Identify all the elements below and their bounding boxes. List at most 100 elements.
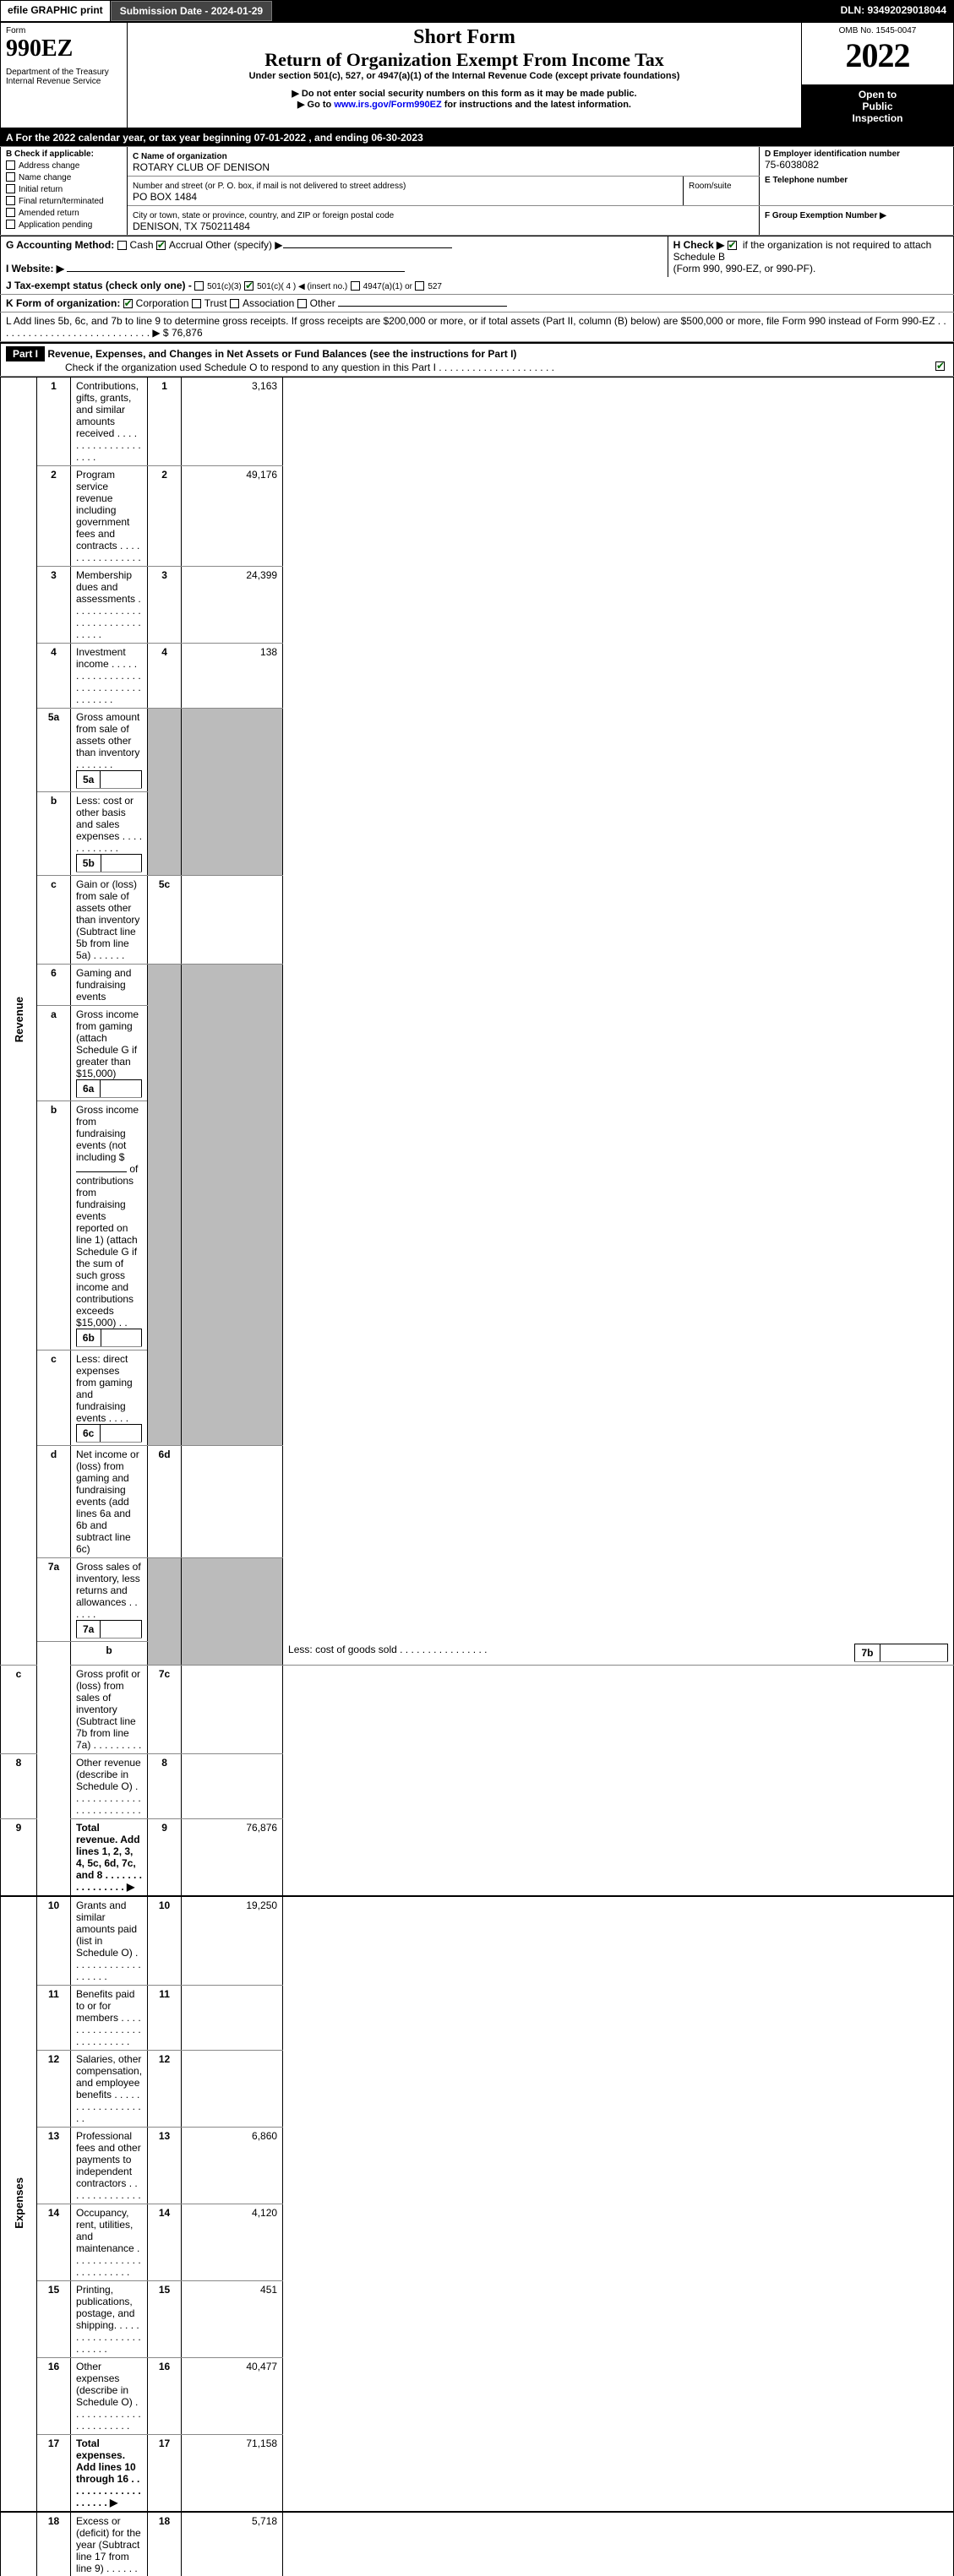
row-12-text: Salaries, other compensation, and employ… — [71, 2051, 148, 2128]
row-3-num: 3 — [37, 566, 71, 643]
amended-return-checkbox[interactable] — [6, 208, 15, 217]
part1-schedule-o-checkbox[interactable] — [935, 361, 945, 371]
row-14-rn: 14 — [148, 2204, 182, 2281]
row-5c-num: c — [37, 875, 71, 964]
j-a1-checkbox[interactable] — [351, 281, 360, 291]
row-13-text: Professional fees and other payments to … — [71, 2128, 148, 2204]
row-5a-text: Gross amount from sale of assets other t… — [71, 708, 148, 791]
row-17-val: 71,158 — [182, 2435, 283, 2513]
open3: Inspection — [807, 112, 948, 124]
b-item-0: Address change — [19, 161, 79, 171]
shaded-7-val — [182, 1557, 283, 1666]
row-15-rn: 15 — [148, 2281, 182, 2358]
inner-5b-num: 5b — [77, 854, 101, 872]
row-18-rn: 18 — [148, 2512, 182, 2576]
address: PO BOX 1484 — [133, 191, 197, 203]
row-3-text: Membership dues and assessments . . . . … — [71, 566, 148, 643]
row-7b-text: Less: cost of goods sold . . . . . . . .… — [283, 1641, 954, 1666]
row-8-text: Other revenue (describe in Schedule O) .… — [71, 1754, 148, 1819]
shaded-5ab — [148, 708, 182, 875]
cash-checkbox[interactable] — [117, 241, 127, 250]
b-item-5: Application pending — [19, 220, 92, 230]
inner-6c-val — [101, 1424, 142, 1442]
inner-7b-num: 7b — [855, 1644, 880, 1662]
row-8-rn: 8 — [148, 1754, 182, 1819]
b-item-2: Initial return — [19, 185, 63, 194]
dept: Department of the Treasury — [6, 68, 122, 77]
row-16-val: 40,477 — [182, 2358, 283, 2435]
row-6d-val — [182, 1445, 283, 1557]
row-16-rn: 16 — [148, 2358, 182, 2435]
row-6c-text: Less: direct expenses from gaming and fu… — [71, 1350, 148, 1445]
g-accrual: Accrual — [169, 239, 203, 251]
accrual-checkbox[interactable] — [156, 241, 166, 250]
row-10-rn: 10 — [148, 1896, 182, 1986]
row-5a-num: 5a — [37, 708, 71, 791]
inner-7a-num: 7a — [77, 1620, 101, 1638]
row-5c-rn: 5c — [148, 875, 182, 964]
j-c4-checkbox[interactable] — [244, 281, 253, 291]
row-9-val: 76,876 — [182, 1819, 283, 1897]
open1: Open to — [807, 89, 948, 101]
inner-5a-num: 5a — [77, 770, 101, 788]
row-11-num: 11 — [37, 1986, 71, 2051]
row-15-num: 15 — [37, 2281, 71, 2358]
row-12-rn: 12 — [148, 2051, 182, 2128]
inner-7a-val — [101, 1620, 142, 1638]
row-3-val: 24,399 — [182, 566, 283, 643]
row-8-num: 8 — [1, 1754, 37, 1819]
city: DENISON, TX 750211484 — [133, 220, 250, 232]
row-6b-text: Gross income from fundraising events (no… — [71, 1101, 148, 1350]
6b-amount-input[interactable] — [76, 1171, 127, 1172]
efile-label[interactable]: efile GRAPHIC print — [1, 1, 111, 21]
b-label: B Check if applicable: — [6, 149, 122, 159]
f-label: F Group Exemption Number ▶ — [765, 211, 886, 220]
app-pending-checkbox[interactable] — [6, 220, 15, 229]
k-corp-checkbox[interactable] — [123, 299, 133, 308]
row-7c-text: Gross profit or (loss) from sales of inv… — [71, 1666, 148, 1754]
row-8-val — [182, 1754, 283, 1819]
h-label: H Check ▶ — [673, 239, 725, 251]
row-13-num: 13 — [37, 2128, 71, 2204]
row-6d-rn: 6d — [148, 1445, 182, 1557]
row-1-rn: 1 — [148, 377, 182, 465]
row-17-text: Total expenses. Add lines 10 through 16 … — [71, 2435, 148, 2513]
h-checkbox[interactable] — [728, 241, 737, 250]
b-item-3: Final return/terminated — [19, 197, 104, 206]
part1-label: Part I — [6, 346, 45, 361]
row-18-text: Excess or (deficit) for the year (Subtra… — [71, 2512, 148, 2576]
j-label: J Tax-exempt status (check only one) - — [6, 280, 194, 291]
expenses-sidelabel: Expenses — [1, 1896, 37, 2512]
initial-return-checkbox[interactable] — [6, 184, 15, 193]
k-corp: Corporation — [136, 297, 189, 309]
k-other-input[interactable] — [338, 306, 507, 307]
inner-6c-num: 6c — [77, 1424, 101, 1442]
goto-post: for instructions and the latest informat… — [442, 100, 631, 110]
j-527-checkbox[interactable] — [415, 281, 424, 291]
row-4-val: 138 — [182, 643, 283, 708]
row-16-num: 16 — [37, 2358, 71, 2435]
submission-date: Submission Date - 2024-01-29 — [111, 1, 272, 21]
row-11-val — [182, 1986, 283, 2051]
k-assoc-checkbox[interactable] — [230, 299, 239, 308]
k-other-checkbox[interactable] — [297, 299, 307, 308]
irs-link[interactable]: www.irs.gov/Form990EZ — [334, 100, 441, 110]
final-return-checkbox[interactable] — [6, 196, 15, 205]
other-method-input[interactable] — [283, 247, 452, 248]
row-18-num: 18 — [37, 2512, 71, 2576]
part1-sub: Check if the organization used Schedule … — [6, 361, 554, 373]
name-change-checkbox[interactable] — [6, 172, 15, 182]
j-c3-checkbox[interactable] — [194, 281, 204, 291]
k-trust-checkbox[interactable] — [192, 299, 201, 308]
k-trust: Trust — [204, 297, 227, 309]
row-5c-text: Gain or (loss) from sale of assets other… — [71, 875, 148, 964]
row-7c-rn: 7c — [148, 1666, 182, 1754]
h-after2: (Form 990, 990-EZ, or 990-PF). — [673, 263, 816, 274]
addr-change-checkbox[interactable] — [6, 160, 15, 170]
c-label: C Name of organization — [133, 152, 227, 161]
d-label: D Employer identification number — [765, 149, 948, 159]
website-input[interactable] — [67, 271, 405, 272]
goto-pre: ▶ Go to — [297, 100, 334, 110]
g-label: G Accounting Method: — [6, 239, 114, 251]
ein: 75-6038082 — [765, 159, 948, 171]
